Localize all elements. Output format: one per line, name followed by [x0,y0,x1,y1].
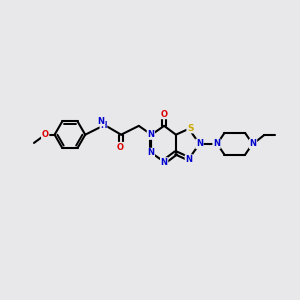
Text: N: N [147,148,155,158]
Text: N: N [250,139,256,148]
Text: O: O [117,142,124,152]
Text: N: N [185,155,192,164]
Text: N: N [147,130,155,139]
Text: N: N [98,117,105,126]
Text: S: S [187,124,194,133]
Text: N: N [213,139,220,148]
Text: O: O [160,110,168,118]
Text: O: O [42,130,49,139]
Text: N: N [160,158,168,167]
Text: H: H [100,121,107,130]
Text: N: N [196,139,203,148]
